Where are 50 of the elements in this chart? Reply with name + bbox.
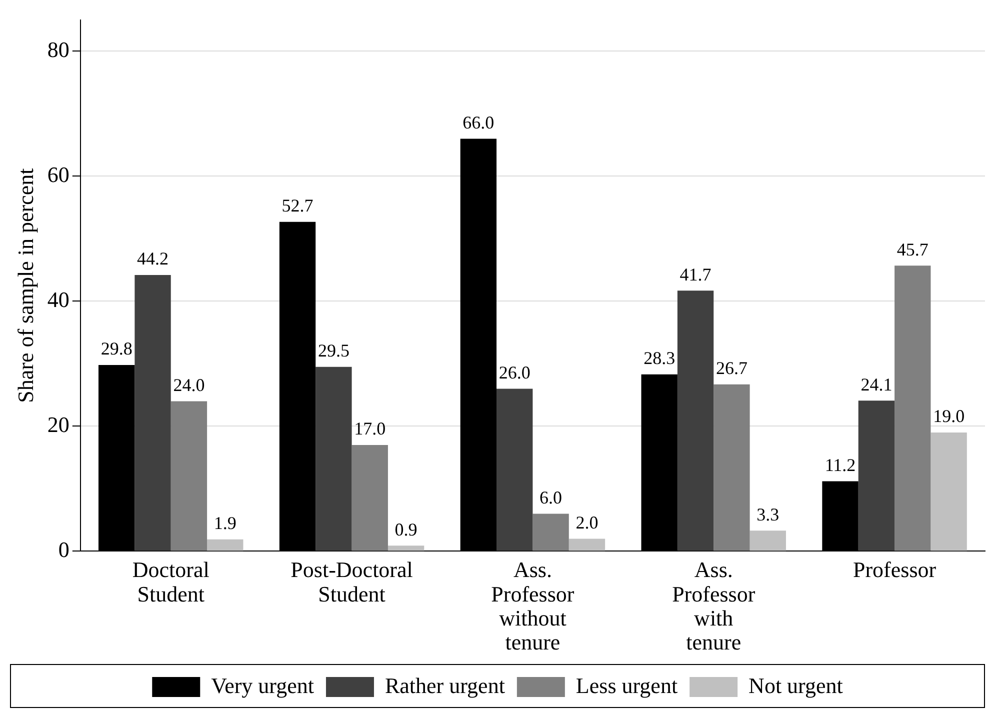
- bar: [532, 514, 569, 551]
- x-tick-label: Ass. Professor without tenure: [491, 557, 575, 655]
- bar: [894, 266, 931, 551]
- data-label: 17.0: [354, 418, 386, 439]
- x-tick-label: Professor: [852, 557, 937, 582]
- bar: [207, 539, 244, 551]
- y-tick-label: 40: [47, 287, 70, 312]
- data-label: 44.2: [137, 248, 169, 269]
- data-label: 1.9: [214, 513, 236, 534]
- data-label: 19.0: [933, 406, 965, 426]
- y-tick-label: 60: [47, 162, 70, 188]
- bar: [316, 366, 352, 551]
- data-label: 41.7: [680, 264, 712, 284]
- legend-label: Less urgent: [576, 672, 678, 698]
- bar: [677, 290, 714, 551]
- bar: [930, 432, 967, 551]
- bar: [388, 546, 424, 551]
- legend-label: Not urgent: [748, 672, 843, 698]
- legend-label: Rather urgent: [384, 672, 505, 698]
- data-label: 28.3: [644, 348, 676, 368]
- legend-label: Very urgent: [211, 672, 314, 698]
- bar: [858, 400, 895, 551]
- data-label: 3.3: [756, 504, 780, 524]
- data-label: 26.7: [716, 358, 748, 378]
- data-label: 24.1: [860, 374, 892, 394]
- bar: [750, 530, 786, 551]
- bar: [568, 538, 606, 551]
- y-tick-label: 0: [58, 536, 70, 562]
- bar: [134, 274, 171, 551]
- data-label: 26.0: [498, 362, 530, 382]
- bar: [714, 384, 750, 551]
- data-label: 11.2: [824, 454, 856, 475]
- y-axis-title: Share of sample in percent: [12, 168, 38, 403]
- data-label: 24.0: [173, 374, 205, 395]
- x-tick-label: Ass. Professor with tenure: [672, 557, 756, 655]
- data-label: 0.9: [394, 519, 418, 540]
- data-label: 29.5: [318, 340, 350, 361]
- x-tick-label: Post-Doctoral Student: [290, 557, 413, 606]
- data-label: 2.0: [576, 512, 598, 532]
- y-tick-label: 20: [47, 412, 70, 437]
- y-tick-label: 80: [47, 37, 70, 62]
- data-label: 29.8: [100, 338, 132, 359]
- bar: [352, 444, 388, 551]
- data-label: 6.0: [540, 487, 562, 508]
- x-tick-label: Doctoral Student: [132, 557, 210, 606]
- data-label: 52.7: [282, 196, 314, 216]
- data-label: 45.7: [896, 239, 928, 260]
- data-label: 66.0: [462, 112, 494, 132]
- bar: [170, 401, 208, 551]
- bar: [496, 388, 533, 551]
